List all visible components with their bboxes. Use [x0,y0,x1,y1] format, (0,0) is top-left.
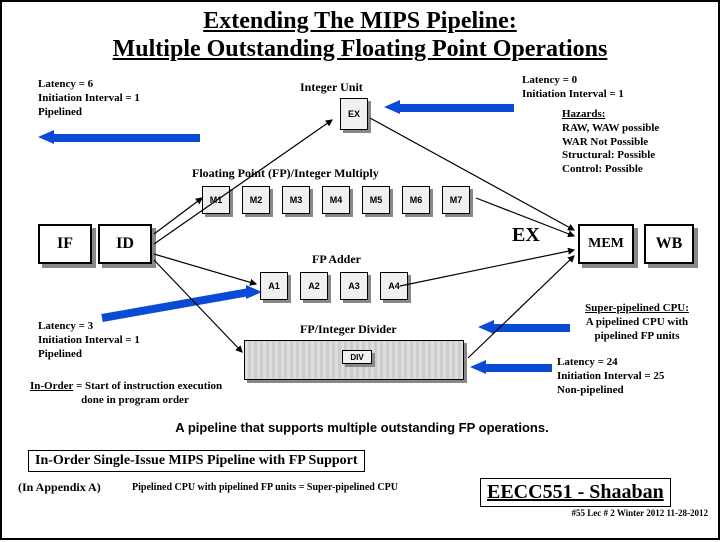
caption: A pipeline that supports multiple outsta… [132,420,592,435]
slide-footer: #55 Lec # 2 Winter 2012 11-28-2012 [572,508,709,518]
footer-pipeline: In-Order Single-Issue MIPS Pipeline with… [28,450,365,472]
footer-super: Pipelined CPU with pipelined FP units = … [132,482,398,493]
course-label: EECC551 - Shaaban [480,478,671,507]
appendix-ref: (In Appendix A) [18,480,101,495]
